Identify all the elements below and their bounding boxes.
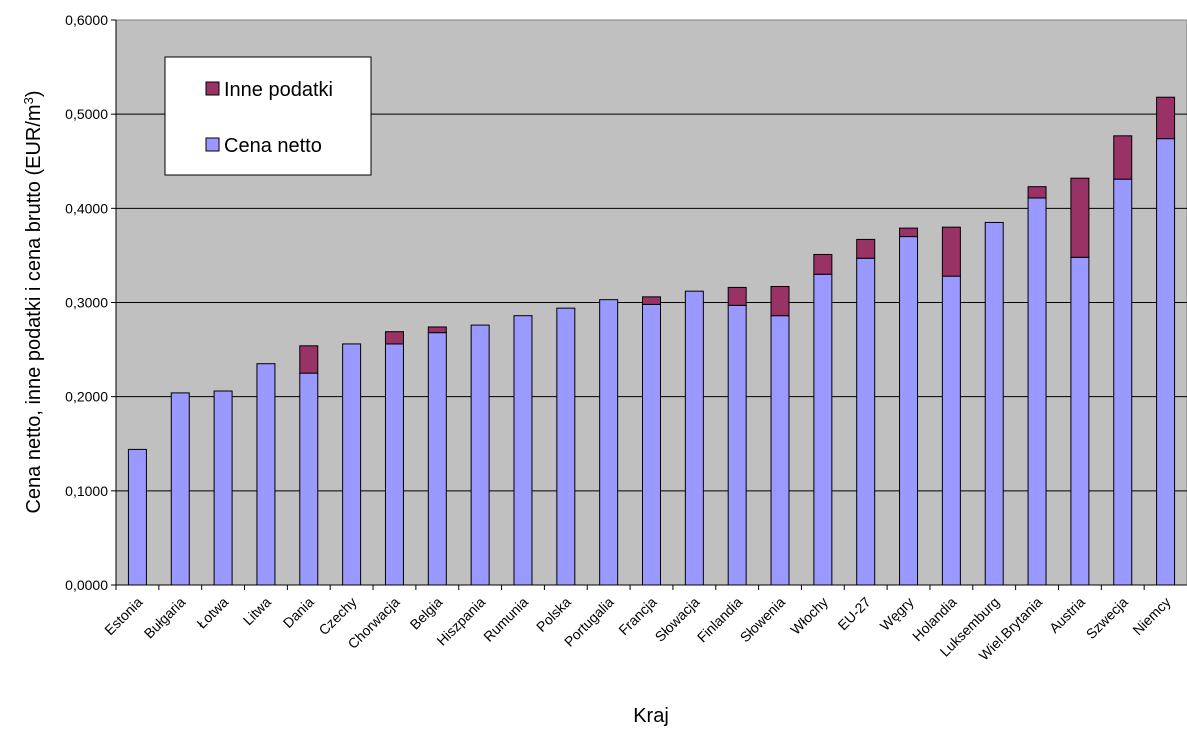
bar-segment xyxy=(770,315,790,586)
y-tick-label: 0,4000 xyxy=(65,200,108,216)
x-tick-label: Belgia xyxy=(407,594,446,633)
legend: Inne podatki Cena netto xyxy=(164,56,372,176)
bar-segment xyxy=(856,238,876,259)
x-axis-title: Kraj xyxy=(633,705,669,727)
y-tick-label: 0,3000 xyxy=(65,295,108,311)
bar-segment xyxy=(1113,178,1133,586)
bar-segment xyxy=(727,304,747,586)
legend-label-inne-podatki: Inne podatki xyxy=(224,79,333,101)
bar-segment xyxy=(1113,135,1133,180)
bar-segment xyxy=(384,331,404,345)
x-tick-label: Węgry xyxy=(877,594,917,634)
bar-segment xyxy=(1070,256,1090,586)
bar-segment xyxy=(342,343,362,586)
bar-segment xyxy=(556,307,576,586)
bar-segment xyxy=(684,290,704,586)
x-tick-label: Finlandia xyxy=(694,594,746,646)
y-axis-title: Cena netto, inne podatki i cena brutto (… xyxy=(21,90,46,513)
bar-segment xyxy=(642,303,661,586)
x-tick-label: Dania xyxy=(280,594,317,631)
bar-segment xyxy=(470,324,490,586)
bar-segment xyxy=(427,326,447,334)
bar-segment xyxy=(813,273,833,586)
bar-segment xyxy=(1027,197,1047,586)
y-axis-title-main: Cena netto, inne podatki i cena brutto (… xyxy=(23,104,45,513)
bar-segment xyxy=(727,286,747,306)
y-tick-label: 0,0000 xyxy=(65,577,108,593)
legend-swatch-cena-netto xyxy=(205,137,220,152)
bar-segment xyxy=(1156,96,1176,140)
bar-segment xyxy=(384,343,404,586)
bar-segment xyxy=(256,363,276,586)
bar-segment xyxy=(770,285,790,317)
x-tick-label: Włochy xyxy=(787,594,831,638)
bar-segment xyxy=(899,227,919,238)
legend-label-cena-netto: Cena netto xyxy=(224,135,322,157)
legend-swatch-inne-podatki xyxy=(205,81,220,96)
bar-segment xyxy=(899,236,919,586)
x-tick-label: Rumunia xyxy=(480,594,531,645)
bar-segment xyxy=(127,448,147,586)
x-tick-label: Austria xyxy=(1046,594,1088,636)
bar-segment xyxy=(941,226,961,277)
bar-segment xyxy=(427,332,447,586)
x-tick-label: Słowenia xyxy=(737,594,789,646)
bar-segment xyxy=(1027,186,1047,199)
x-tick-label: Szwecja xyxy=(1083,594,1131,642)
bar-segment xyxy=(170,392,190,586)
bar-segment xyxy=(1156,138,1176,586)
bar-segment xyxy=(1070,177,1090,258)
bar-segment xyxy=(513,315,533,586)
x-tick-label: Słowacja xyxy=(652,594,703,645)
x-tick-label: Bułgaria xyxy=(141,594,189,642)
y-tick-label: 0,5000 xyxy=(65,106,108,122)
x-tick-label: Niemcy xyxy=(1129,594,1173,638)
y-axis-title-superscript: 3 xyxy=(21,97,36,104)
legend-box xyxy=(164,56,372,176)
bar-segment xyxy=(984,221,1004,586)
x-tick-label: Łotwa xyxy=(193,594,231,632)
bar-segment xyxy=(299,372,319,586)
y-tick-label: 0,6000 xyxy=(65,12,108,28)
y-axis-ticks: 0,0000 0,1000 0,2000 0,3000 0,4000 0,5000 0,60… xyxy=(65,12,1187,593)
bar-segment xyxy=(941,275,961,586)
x-tick-label: Litwa xyxy=(240,594,275,629)
y-tick-label: 0,2000 xyxy=(65,389,108,405)
y-tick-label: 0,1000 xyxy=(65,483,108,499)
bar-segment xyxy=(213,390,233,586)
x-tick-label: Polska xyxy=(533,594,574,635)
bar-segment xyxy=(642,296,661,305)
x-tick-label: Estonia xyxy=(101,594,145,638)
bar-segment xyxy=(299,345,319,374)
y-axis-title-end: ) xyxy=(23,90,45,97)
bar-segment xyxy=(856,257,876,586)
bar-segment xyxy=(599,299,619,586)
x-tick-label: EU-27 xyxy=(834,594,874,634)
bar-segment xyxy=(813,253,833,275)
bars xyxy=(127,96,1176,586)
